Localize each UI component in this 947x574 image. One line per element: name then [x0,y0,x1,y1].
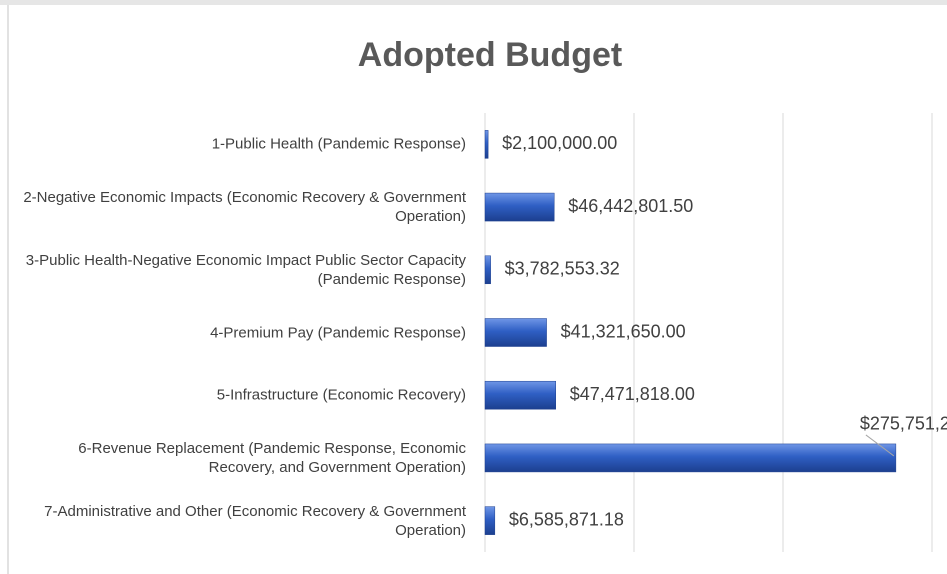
top-border [0,0,947,5]
bar [484,192,555,222]
value-label: $275,751,261.00 [860,414,947,434]
value-label: $41,321,650.00 [561,321,686,341]
category-label: 7-Administrative and Other (Economic Rec… [44,502,466,539]
value-label: $46,442,801.50 [568,196,693,216]
category-label: 6-Revenue Replacement (Pandemic Response… [78,439,466,476]
bar [484,130,489,159]
bar [484,255,491,285]
value-label: $3,782,553.32 [505,259,620,279]
chart-title: Adopted Budget [358,36,622,74]
value-label: $6,585,871.18 [509,509,624,529]
category-label: 3-Public Health-Negative Economic Impact… [25,251,466,288]
bar [484,318,547,347]
bar [484,443,897,473]
bar [484,380,556,410]
value-label: $47,471,818.00 [570,384,695,404]
leader-line [865,434,895,457]
category-label: 5-Infrastructure (Economic Recovery) [216,386,466,404]
category-label: 4-Premium Pay (Pandemic Response) [210,324,466,341]
category-label: 1-Public Health (Pandemic Response) [211,135,466,153]
value-label: $2,100,000.00 [502,133,617,153]
bar [484,506,496,535]
category-label: 2-Negative Economic Impacts (Economic Re… [23,189,466,226]
